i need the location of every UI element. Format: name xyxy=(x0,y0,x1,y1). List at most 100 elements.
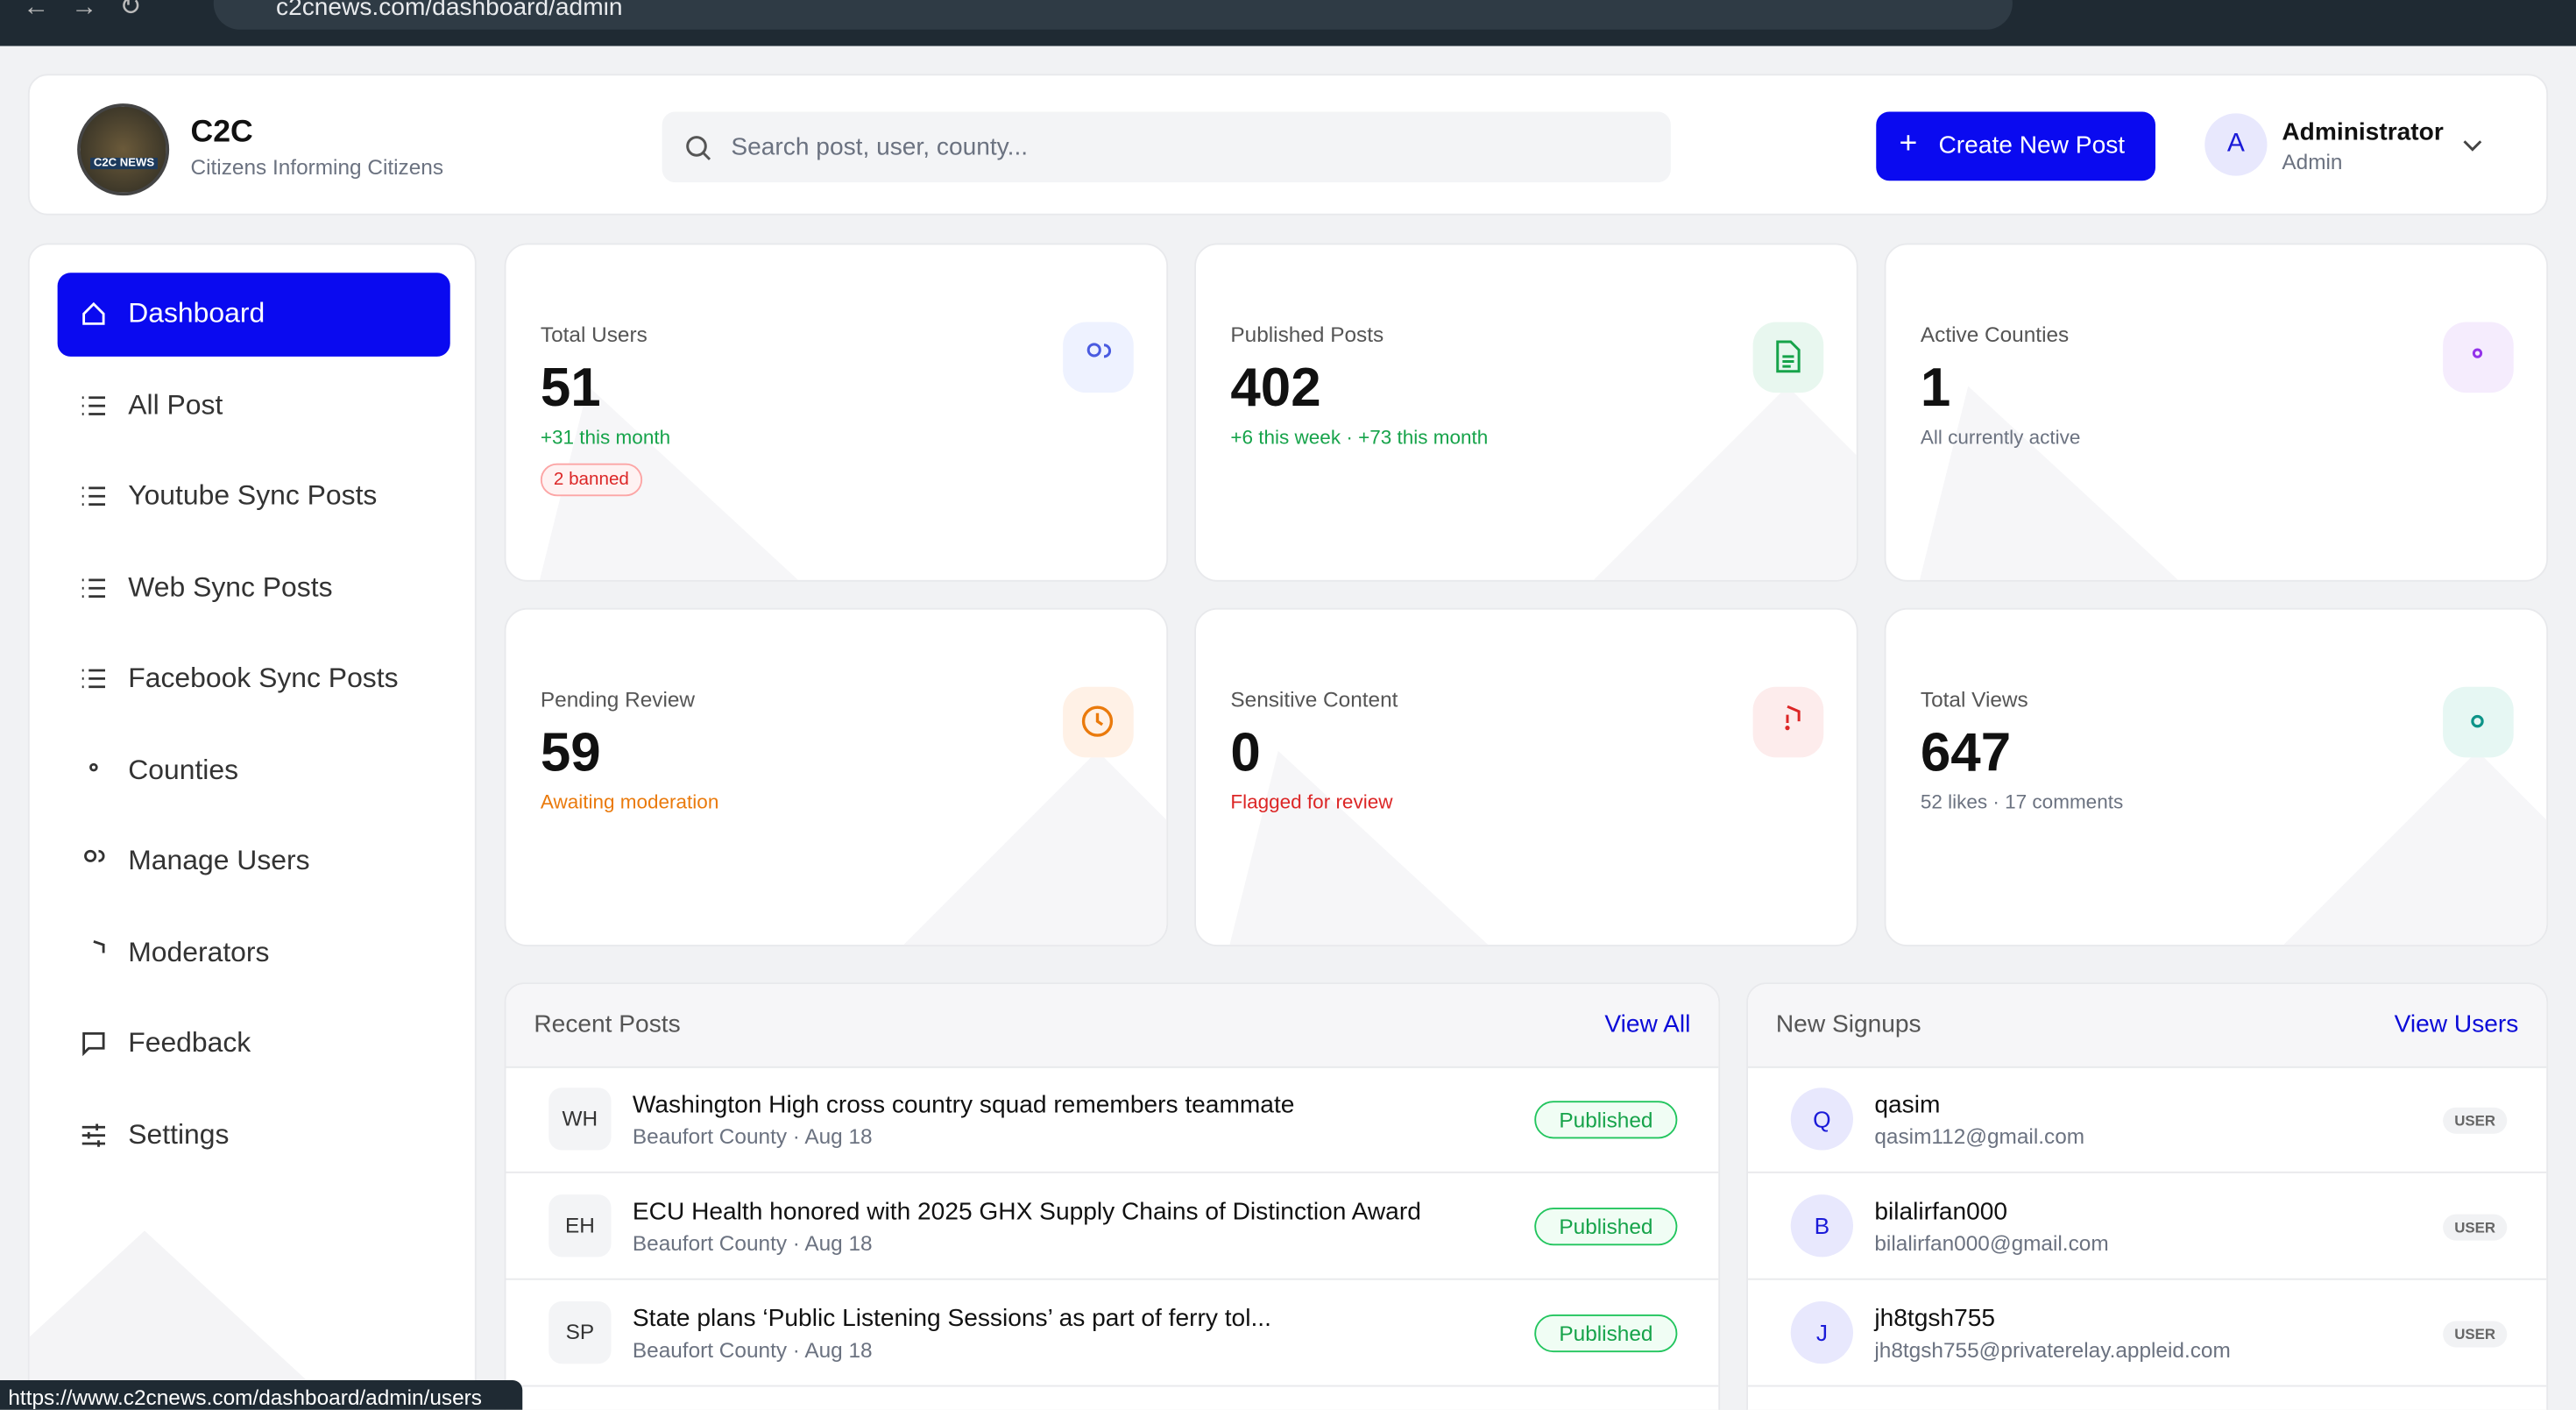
stat-label: Active Counties xyxy=(1920,322,2070,347)
create-button-label: Create New Post xyxy=(1938,131,2126,159)
logo-text: C2C NEWS xyxy=(90,158,158,170)
card-decoration xyxy=(1196,610,1857,946)
stat-icon xyxy=(1752,322,1824,393)
nav-icon xyxy=(81,939,107,966)
view-all-link[interactable]: View All xyxy=(1604,1010,1691,1038)
stat-note: Flagged for review xyxy=(1230,790,1393,814)
stat-label: Total Views xyxy=(1920,686,2028,712)
card-decoration xyxy=(506,610,1167,946)
nav-item[interactable]: Dashboard xyxy=(57,273,450,357)
stat-card: Pending Review 59 Awaiting moderation xyxy=(504,607,1169,946)
user-name: Administrator xyxy=(2282,118,2444,146)
stat-label: Sensitive Content xyxy=(1230,686,1398,712)
post-meta: Beaufort County · Aug 18 xyxy=(632,1337,873,1363)
search-placeholder: Search post, user, county... xyxy=(731,132,1029,161)
post-status: Published xyxy=(1534,1101,1678,1139)
card-decoration xyxy=(1886,244,2547,580)
logo[interactable]: C2C NEWS xyxy=(77,103,170,196)
nav-item[interactable]: All Post xyxy=(58,364,450,448)
post-title: ECU Health honored with 2025 GHX Supply … xyxy=(632,1197,1421,1226)
nav-label: Web Sync Posts xyxy=(128,570,333,603)
nav-label: Moderators xyxy=(128,935,270,967)
view-users-link[interactable]: View Users xyxy=(2394,1010,2519,1038)
nav-item[interactable]: Web Sync Posts xyxy=(58,546,450,630)
stat-icon xyxy=(1063,322,1134,393)
stat-badge: 2 banned xyxy=(540,463,642,497)
stat-note: Awaiting moderation xyxy=(540,790,719,814)
nav-item[interactable]: Counties xyxy=(58,729,450,813)
nav-item[interactable]: Facebook Sync Posts xyxy=(58,638,450,722)
stat-card: Active Counties 1 All currently active xyxy=(1884,243,2549,582)
search-box[interactable]: Search post, user, county... xyxy=(662,111,1671,183)
user-avatar[interactable]: A xyxy=(2204,113,2268,176)
nav-icon xyxy=(81,1122,107,1148)
nav-label: Settings xyxy=(128,1117,230,1150)
user-menu-chevron[interactable] xyxy=(2463,139,2483,152)
post-row[interactable]: EH ECU Health honored with 2025 GHX Suppl… xyxy=(506,1173,1719,1280)
stat-note: All currently active xyxy=(1920,425,2081,449)
browser-bar: c2cnews.com/dashboard/admin ← → ↻ xyxy=(0,0,2576,46)
nav-label: Manage Users xyxy=(128,844,310,876)
signup-email: jh8tgsh755@privaterelay.appleid.com xyxy=(1874,1337,2231,1363)
nav-arrows[interactable]: ← → ↻ xyxy=(23,0,142,22)
stat-icon xyxy=(1752,686,1824,758)
post-status: Published xyxy=(1534,1314,1678,1353)
post-row[interactable]: WH Washington High cross country squad re… xyxy=(506,1066,1719,1173)
nav-item[interactable]: Feedback xyxy=(58,1003,450,1087)
signup-avatar: B xyxy=(1790,1194,1853,1258)
signup-role: USER xyxy=(2443,1214,2508,1241)
nav-icon xyxy=(81,1031,107,1057)
panel-title: New Signups xyxy=(1775,1010,1921,1038)
signup-avatar: Q xyxy=(1790,1088,1853,1151)
nav-icon xyxy=(81,574,107,600)
nav-item[interactable]: Manage Users xyxy=(58,820,450,904)
stat-label: Pending Review xyxy=(540,686,696,712)
signup-name: qasim xyxy=(1874,1091,1941,1119)
post-title: State plans ‘Public Listening Sessions’ … xyxy=(632,1304,1271,1333)
nav-icon xyxy=(81,848,107,875)
signup-email: qasim112@gmail.com xyxy=(1874,1123,2085,1149)
stat-note: +6 this week · +73 this month xyxy=(1230,425,1489,449)
signup-avatar: J xyxy=(1790,1301,1853,1364)
stat-label: Published Posts xyxy=(1230,322,1384,347)
signup-name: bilalirfan000 xyxy=(1874,1197,2008,1226)
tagline: Citizens Informing Citizens xyxy=(190,154,444,180)
nav-item[interactable]: Settings xyxy=(58,1094,450,1178)
stat-value: 0 xyxy=(1230,721,1261,783)
post-row[interactable]: SP State plans ‘Public Listening Sessions… xyxy=(506,1280,1719,1387)
stat-card: Total Views 647 52 likes · 17 comments xyxy=(1884,607,2549,946)
plus-icon: + xyxy=(1899,126,1918,161)
nav-icon xyxy=(81,483,107,509)
signup-email: bilalirfan000@gmail.com xyxy=(1874,1230,2109,1256)
nav-label: All Post xyxy=(128,388,223,421)
status-url: https://www.c2cnews.com/dashboard/admin/… xyxy=(8,1385,482,1410)
nav-icon xyxy=(81,665,107,691)
address-bar[interactable] xyxy=(213,0,2013,30)
create-button[interactable]: + Create New Post xyxy=(1876,111,2155,181)
post-initials: SP xyxy=(548,1301,612,1364)
nav-item[interactable]: Moderators xyxy=(58,911,450,996)
card-decoration xyxy=(1886,610,2547,946)
stat-value: 59 xyxy=(540,721,601,783)
post-title: Washington High cross country squad reme… xyxy=(632,1091,1295,1119)
stat-icon xyxy=(2443,322,2514,393)
stat-note: +31 this month xyxy=(540,425,671,449)
nav-icon xyxy=(81,392,107,418)
nav-label: Counties xyxy=(128,753,239,785)
stat-value: 647 xyxy=(1920,721,2012,783)
post-initials: WH xyxy=(548,1088,612,1151)
signup-role: USER xyxy=(2443,1321,2508,1348)
status-bar: https://www.c2cnews.com/dashboard/admin/… xyxy=(0,1380,523,1410)
signup-role: USER xyxy=(2443,1107,2508,1134)
post-status: Published xyxy=(1534,1208,1678,1246)
post-meta: Beaufort County · Aug 18 xyxy=(632,1123,873,1149)
nav-item[interactable]: Youtube Sync Posts xyxy=(58,455,450,539)
sidebar: Dashboard All Post Youtube Sync Posts Web S… xyxy=(27,243,477,1410)
panel-header xyxy=(506,984,1719,1068)
